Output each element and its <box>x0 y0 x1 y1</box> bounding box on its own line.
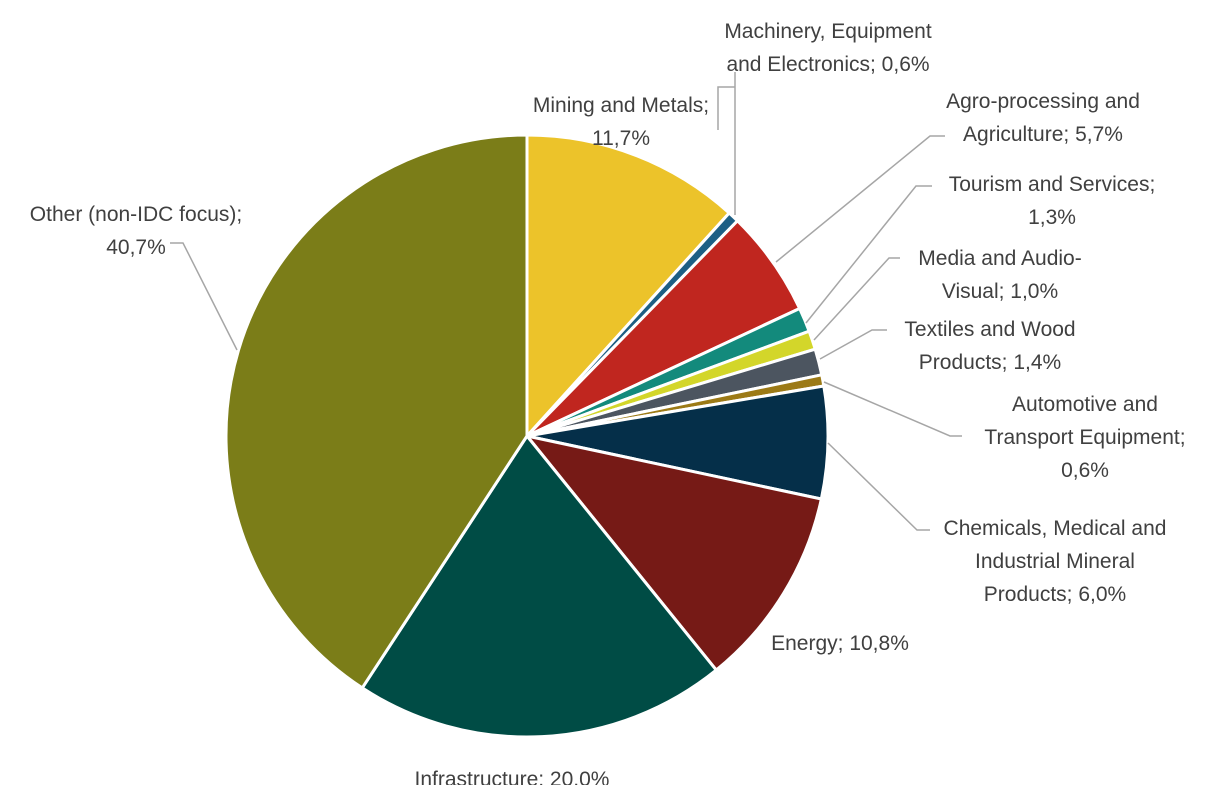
data-label-0-line-1: 11,7% <box>592 127 650 150</box>
data-label-2-line-1: Agriculture; 5,7% <box>963 123 1123 146</box>
data-label-3: Tourism and Services; 1,3% <box>949 173 1156 229</box>
data-label-5-line-0: Textiles and Wood <box>904 318 1075 341</box>
data-label-10-line-0: Other (non-IDC focus); <box>30 203 242 226</box>
data-label-10-line-1: 40,7% <box>106 236 166 259</box>
leader-line-6 <box>824 382 962 436</box>
data-label-6: Automotive and Transport Equipment; 0,6% <box>984 393 1185 482</box>
leader-line-3 <box>806 186 932 323</box>
data-label-1-line-0: Machinery, Equipment <box>724 20 932 43</box>
data-label-6-line-2: 0,6% <box>1061 459 1109 482</box>
leader-line-10 <box>170 243 237 350</box>
data-label-9-line-0: Infrastructure; 20,0% <box>415 768 610 785</box>
leader-line-5 <box>820 330 887 359</box>
data-label-9: Infrastructure; 20,0% <box>415 768 610 785</box>
data-label-10: Other (non-IDC focus); 40,7% <box>30 203 242 259</box>
data-label-7-line-1: Industrial Mineral <box>975 550 1135 573</box>
leader-line-4 <box>814 258 900 340</box>
leader-line-0 <box>718 87 735 130</box>
pie-slices <box>226 135 828 737</box>
data-label-2-line-0: Agro-processing and <box>946 90 1140 113</box>
data-label-3-line-1: 1,3% <box>1028 206 1076 229</box>
leader-line-2 <box>776 136 945 262</box>
data-label-8-line-0: Energy; 10,8% <box>771 632 909 655</box>
data-label-1-line-1: and Electronics; 0,6% <box>726 53 929 76</box>
data-label-1: Machinery, Equipment and Electronics; 0,6… <box>724 20 932 76</box>
data-label-7: Chemicals, Medical and Industrial Mineral… <box>944 517 1167 606</box>
leader-line-7 <box>828 443 930 530</box>
data-label-4-line-0: Media and Audio- <box>918 247 1081 270</box>
data-label-8: Energy; 10,8% <box>771 632 909 655</box>
data-label-7-line-2: Products; 6,0% <box>984 583 1126 606</box>
data-label-4-line-1: Visual; 1,0% <box>942 280 1058 303</box>
data-label-6-line-0: Automotive and <box>1012 393 1158 416</box>
data-label-0-line-0: Mining and Metals; <box>533 94 709 117</box>
data-label-6-line-1: Transport Equipment; <box>984 426 1185 449</box>
data-label-5-line-1: Products; 1,4% <box>919 351 1061 374</box>
data-label-7-line-0: Chemicals, Medical and <box>944 517 1167 540</box>
data-label-3-line-0: Tourism and Services; <box>949 173 1156 196</box>
data-label-4: Media and Audio- Visual; 1,0% <box>918 247 1081 303</box>
data-label-2: Agro-processing and Agriculture; 5,7% <box>946 90 1140 146</box>
data-label-5: Textiles and Wood Products; 1,4% <box>904 318 1075 374</box>
